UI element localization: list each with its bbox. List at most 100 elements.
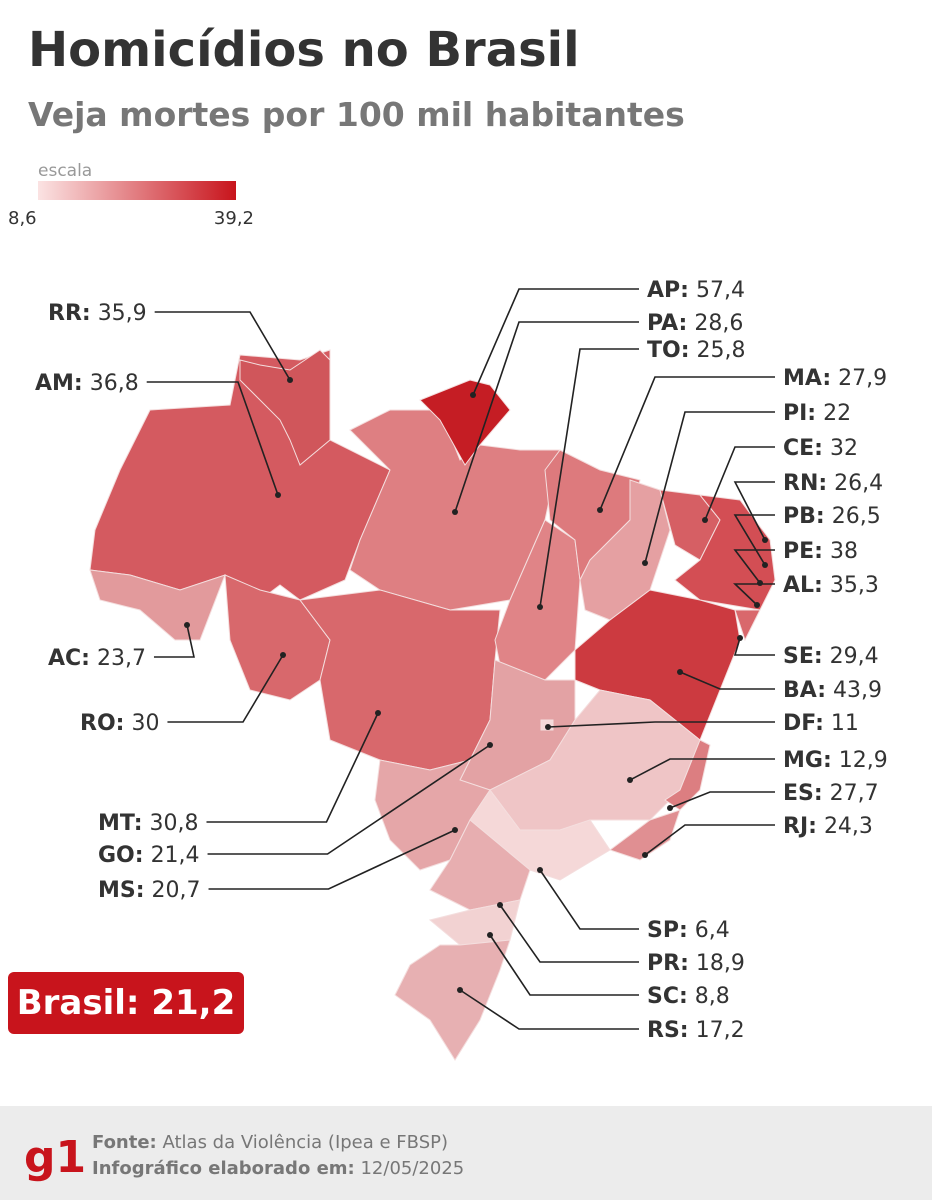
state-value: 20,7 [152,878,201,903]
state-code: MG: [783,748,832,773]
space [144,843,151,868]
state-label: MT: 30,8 [98,811,198,836]
state-code: AL: [783,573,823,598]
date-label: Infográfico elaborado em: [92,1158,355,1179]
state-label: PA: 28,6 [647,311,743,336]
state-label: PR: 18,9 [647,951,745,976]
state-value: 21,4 [151,843,200,868]
state-label: CE: 32 [783,436,858,461]
state-code: RN: [783,471,827,496]
leader-dot [677,669,683,675]
leader-dot [545,724,551,730]
state-code: RR: [48,301,91,326]
state-value: 23,7 [97,646,146,671]
state-value: 25,8 [697,338,746,363]
leader-line [208,829,456,890]
leader-dot [452,509,458,515]
leader-dot [737,635,743,641]
state-code: SP: [647,918,688,943]
leader-dot [452,827,458,833]
state-code: BA: [783,678,826,703]
state-code: SC: [647,984,688,1009]
space [689,1018,696,1043]
leader-line [459,989,639,1030]
space [90,646,97,671]
state-code: PB: [783,504,825,529]
state-label: MG: 12,9 [783,748,888,773]
state-value: 12,9 [839,748,888,773]
space [823,539,830,564]
space [832,748,839,773]
state-code: RS: [647,1018,689,1043]
leader-line [669,791,775,809]
space [689,278,696,303]
leader-dot [470,392,476,398]
state-value: 27,9 [838,366,887,391]
state-code: PR: [647,951,689,976]
state-code: MT: [98,811,143,836]
space [831,366,838,391]
leader-dot [375,710,381,716]
state-value: 17,2 [696,1018,745,1043]
state-code: ES: [783,781,823,806]
state-value: 30 [131,711,159,736]
state-code: RO: [80,711,124,736]
leader-line [733,583,775,606]
date-text: 12/05/2025 [360,1158,464,1179]
space [688,918,695,943]
state-value: 22 [823,401,851,426]
state-label: PE: 38 [783,539,858,564]
state-value: 8,8 [695,984,730,1009]
leader-line [644,824,775,856]
leader-dot [497,902,503,908]
space [688,984,695,1009]
logo: g1 [24,1132,86,1183]
leader-dot [280,652,286,658]
state-value: 18,9 [696,951,745,976]
leader-line [167,654,284,723]
state-label: MS: 20,7 [98,878,201,903]
space [124,711,131,736]
state-value: 27,7 [830,781,879,806]
space [826,678,833,703]
date: Infográfico elaborado em: 12/05/2025 [92,1158,464,1179]
state-label: AC: 23,7 [48,646,146,671]
space [687,311,694,336]
source: Fonte: Atlas da Violência (Ipea e FBSP) [92,1132,448,1153]
state-code: RJ: [783,814,817,839]
state-code: AP: [647,278,689,303]
state-value: 57,4 [696,278,745,303]
state-label: BA: 43,9 [783,678,882,703]
state-code: AM: [35,371,83,396]
leader-dot [762,562,768,568]
leader-line [499,904,639,963]
national-box [8,972,244,1034]
space [823,644,830,669]
state-label: RS: 17,2 [647,1018,745,1043]
state-code: SE: [783,644,823,669]
leader-dot [627,777,633,783]
leader-line [146,381,279,496]
space [83,371,90,396]
leader-line [547,721,775,728]
leader-line [599,376,775,511]
scale-bar [38,181,236,200]
space [825,504,832,529]
leader-line [704,446,775,521]
state-label: RN: 26,4 [783,471,883,496]
state-label: GO: 21,4 [98,843,200,868]
space [690,338,697,363]
leader-dot [537,604,543,610]
state-value: 32 [830,436,858,461]
state-code: GO: [98,843,144,868]
state-label: MA: 27,9 [783,366,887,391]
state-label: SE: 29,4 [783,644,879,669]
leader-line [489,934,639,996]
state-value: 26,5 [832,504,881,529]
leader-dot [287,377,293,383]
state-code: TO: [647,338,690,363]
leader-line [644,411,775,564]
leader-line [539,348,639,608]
subtitle: Veja mortes por 100 mil habitantes [28,95,685,134]
